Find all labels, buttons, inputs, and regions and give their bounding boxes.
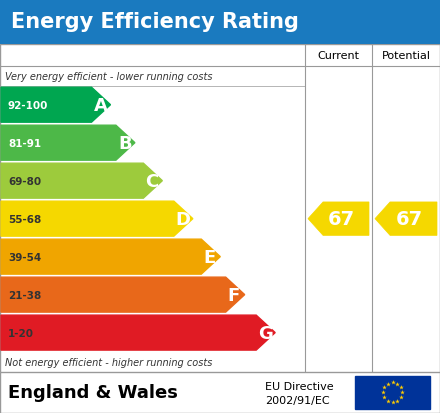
Text: G: G (258, 324, 273, 342)
Text: 55-68: 55-68 (8, 214, 41, 224)
Polygon shape (1, 202, 193, 237)
Text: Not energy efficient - higher running costs: Not energy efficient - higher running co… (5, 357, 213, 367)
Polygon shape (308, 202, 369, 236)
Bar (355, 376, 430, 409)
Text: C: C (145, 172, 158, 190)
Text: 39-54: 39-54 (8, 252, 41, 262)
Text: 1-20: 1-20 (8, 328, 34, 338)
Text: EU Directive: EU Directive (265, 381, 334, 391)
Text: A: A (93, 97, 107, 114)
Polygon shape (1, 164, 162, 199)
Text: D: D (176, 210, 191, 228)
Text: 21-38: 21-38 (8, 290, 41, 300)
Text: 67: 67 (328, 210, 355, 229)
Text: 2002/91/EC: 2002/91/EC (265, 395, 330, 405)
Polygon shape (1, 316, 275, 350)
Text: 67: 67 (396, 210, 423, 229)
Polygon shape (1, 278, 245, 312)
Text: F: F (228, 286, 240, 304)
Text: Potential: Potential (381, 50, 430, 61)
Text: E: E (203, 248, 216, 266)
Text: 69-80: 69-80 (8, 176, 41, 186)
Text: Very energy efficient - lower running costs: Very energy efficient - lower running co… (5, 71, 213, 81)
Polygon shape (1, 88, 110, 123)
Polygon shape (375, 202, 437, 236)
Text: Energy Efficiency Rating: Energy Efficiency Rating (11, 12, 299, 32)
Polygon shape (1, 240, 220, 275)
Text: Current: Current (318, 50, 359, 61)
Polygon shape (1, 126, 135, 161)
Text: B: B (118, 134, 132, 152)
Text: 92-100: 92-100 (8, 100, 48, 110)
Text: 81-91: 81-91 (8, 138, 41, 148)
Text: England & Wales: England & Wales (8, 383, 178, 401)
